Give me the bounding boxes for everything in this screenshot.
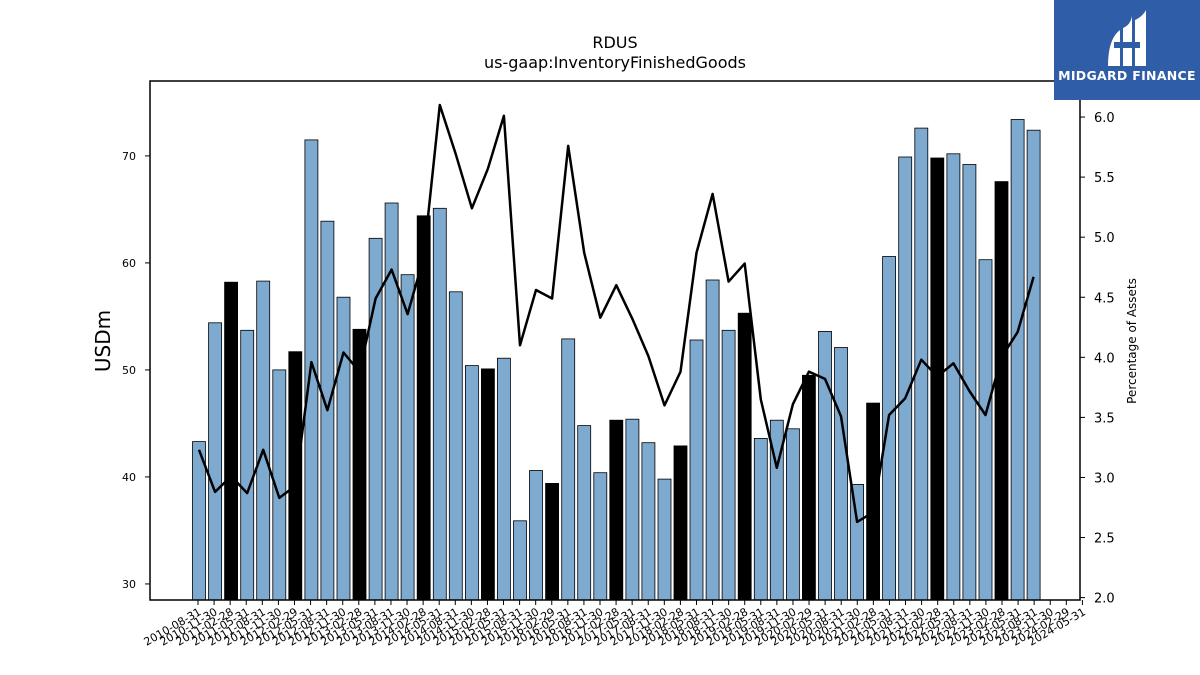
bar xyxy=(448,291,463,601)
y2-tick-label: 3.0 xyxy=(1094,471,1115,486)
bar xyxy=(978,259,993,601)
y-tick-label: 60 xyxy=(122,257,136,270)
y2-axis-label: Percentage of Assets xyxy=(1125,278,1139,404)
bar xyxy=(802,374,816,601)
bar xyxy=(496,357,511,601)
percentage-line xyxy=(197,103,1035,524)
bar-series xyxy=(192,119,1041,601)
y-axis-label: USDm xyxy=(91,310,115,372)
bar xyxy=(898,156,913,601)
logo-text: MIDGARD FINANCE xyxy=(1058,68,1196,83)
bar xyxy=(1026,129,1041,601)
bar xyxy=(224,281,239,601)
bar xyxy=(208,322,223,601)
bar xyxy=(721,329,736,601)
bar xyxy=(1010,119,1025,601)
y2-tick-label: 5.0 xyxy=(1094,231,1115,246)
bar xyxy=(480,368,495,601)
y-tick-label: 50 xyxy=(122,364,136,377)
y2-tick-label: 2.5 xyxy=(1094,532,1115,547)
bar xyxy=(529,470,543,601)
y2-tick-label: 4.0 xyxy=(1094,351,1115,366)
y-tick-label: 30 xyxy=(122,578,136,591)
bar xyxy=(400,274,415,601)
bar xyxy=(834,347,848,601)
chart-subtitle: us-gaap:InventoryFinishedGoods xyxy=(484,53,746,72)
plot-frame xyxy=(149,80,1081,601)
bar xyxy=(737,312,752,601)
y2-tick-label: 2.0 xyxy=(1094,592,1115,607)
bar xyxy=(657,478,672,601)
bar xyxy=(561,338,576,601)
bar xyxy=(753,437,768,601)
chart-title: RDUS xyxy=(592,33,637,52)
bar xyxy=(192,441,206,601)
x-axis: 2010-08-312010-11-302011-02-282011-05-31… xyxy=(142,600,1088,649)
bar xyxy=(256,280,271,601)
bar xyxy=(930,157,945,601)
bar xyxy=(384,202,399,601)
y-tick-label: 70 xyxy=(122,150,136,163)
bar xyxy=(946,153,961,601)
bar xyxy=(545,482,559,601)
bar xyxy=(689,339,704,601)
bar xyxy=(673,445,688,601)
bar xyxy=(336,296,351,601)
bar xyxy=(577,425,592,601)
bar xyxy=(464,365,479,601)
bar xyxy=(786,428,800,601)
bar xyxy=(705,279,720,601)
y-axis-left: 30 40 50 60 70 xyxy=(122,150,150,591)
bar xyxy=(513,520,527,601)
line-series xyxy=(197,103,1035,524)
bar xyxy=(994,181,1009,601)
bar xyxy=(625,418,640,601)
bar xyxy=(609,419,624,601)
bar xyxy=(288,351,303,601)
bar xyxy=(593,472,608,601)
bar xyxy=(866,402,880,601)
y-tick-label: 40 xyxy=(122,471,136,484)
bar xyxy=(240,329,255,601)
bar xyxy=(818,330,832,601)
y2-tick-label: 5.5 xyxy=(1094,171,1115,186)
bar xyxy=(641,442,656,601)
y2-tick-label: 4.5 xyxy=(1094,291,1115,306)
y2-tick-label: 3.5 xyxy=(1094,411,1115,426)
bar xyxy=(432,207,447,601)
y2-tick-label: 6.0 xyxy=(1094,111,1115,126)
logo-mark-icon xyxy=(1108,10,1146,66)
midgard-finance-logo: MIDGARD FINANCE xyxy=(1054,0,1200,100)
bar xyxy=(850,483,864,601)
bar xyxy=(882,256,896,601)
y-axis-right: 2.0 2.5 3.0 3.5 4.0 4.5 5.0 5.5 6.0 xyxy=(1080,111,1115,607)
